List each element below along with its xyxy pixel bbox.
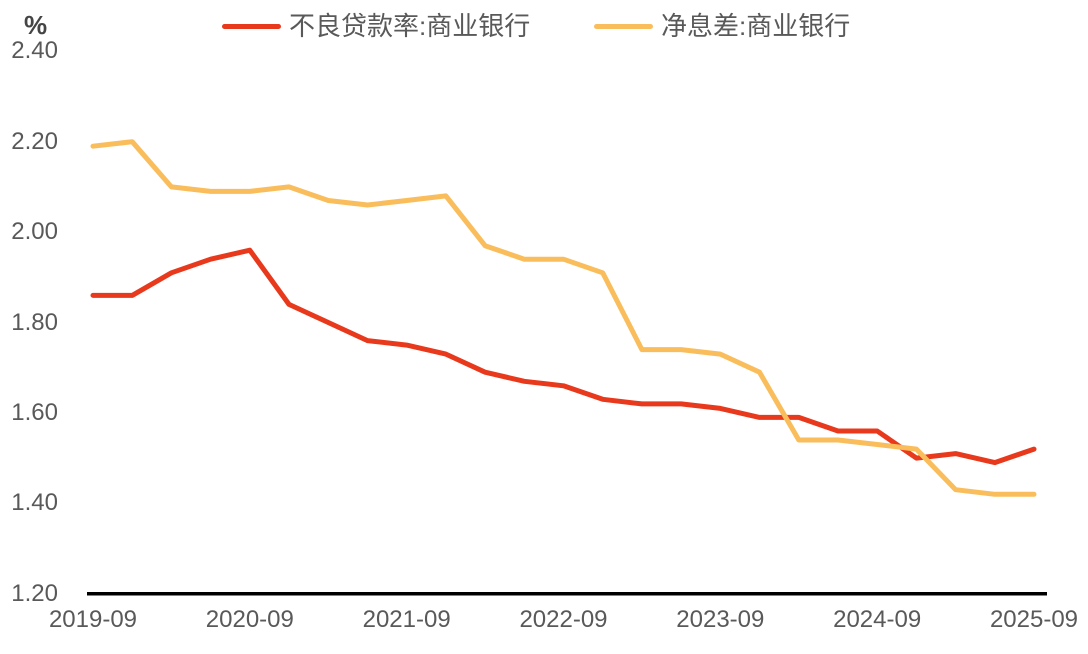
- series-line-npl-ratio: [90, 247, 1037, 466]
- y-tick-label: 1.40: [11, 489, 58, 517]
- x-tick-label: 2024-09: [833, 606, 922, 633]
- legend-swatch-net-interest-margin: [594, 23, 653, 29]
- y-tick-label: 1.20: [11, 579, 58, 607]
- y-axis-unit-label: %: [24, 10, 48, 40]
- x-tick-label: 2019-09: [48, 606, 138, 633]
- x-tick-label: 2020-09: [205, 606, 294, 633]
- y-tick-label: 2.20: [11, 127, 58, 155]
- y-tick-label: 2.00: [11, 218, 58, 246]
- series-line-net-interest-margin: [90, 139, 1037, 497]
- legend-swatch-npl-ratio: [222, 23, 281, 29]
- x-tick-label: 2023-09: [676, 606, 765, 633]
- legend-label-net-interest-margin: 净息差:商业银行: [661, 11, 851, 41]
- legend-label-npl-ratio: 不良贷款率:商业银行: [289, 11, 531, 41]
- x-tick-label: 2022-09: [519, 606, 608, 633]
- x-tick-label: 2025-09: [989, 606, 1079, 633]
- y-tick-label: 1.80: [11, 308, 58, 336]
- legend-item-net-interest-margin: 净息差:商业银行: [594, 12, 850, 40]
- x-tick-label: 2021-09: [362, 606, 451, 633]
- y-tick-label: 1.60: [11, 398, 58, 426]
- y-tick-label: 2.40: [11, 37, 58, 65]
- legend-item-npl-ratio: 不良贷款率:商业银行: [222, 12, 530, 40]
